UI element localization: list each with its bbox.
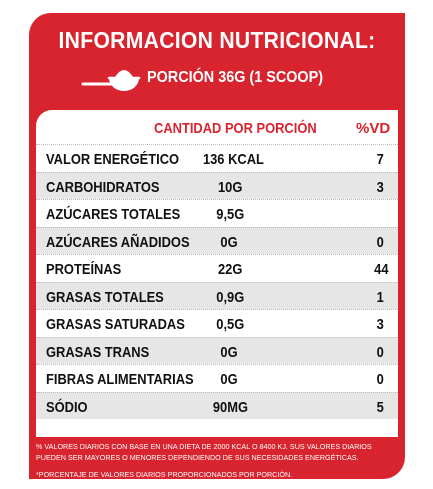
nutrient-vd: 1: [376, 288, 385, 306]
footnotes: % VALORES DIARIOS CON BASE EN UNA DIETA …: [36, 441, 386, 479]
nutrient-quantity: 0G: [220, 371, 239, 388]
portion-info: PORCIÓN 36G (1 SCOOP): [81, 65, 343, 91]
nutrient-name: PROTEÍNAS: [46, 261, 122, 278]
nutrient-vd: 5: [376, 398, 385, 416]
nutrient-name: GRASAS SATURADAS: [46, 316, 185, 333]
nutrient-quantity: 10G: [217, 178, 243, 196]
nutrient-name: SÓDIO: [46, 398, 88, 416]
table-row: GRASAS TOTALES 0,9G 1: [36, 281, 398, 309]
table-rows: VALOR ENERGÉTICO 136 KCAL 7 CARBOHIDRATOS 10…: [36, 144, 398, 419]
table-row: SÓDIO 90MG 5: [36, 391, 398, 419]
table-row: VALOR ENERGÉTICO 136 KCAL 7: [36, 144, 398, 172]
nutrient-vd: 3: [376, 178, 385, 196]
nutrition-table: CANTIDAD POR PORCIÓN %VD VALOR ENERGÉTIC…: [36, 110, 398, 437]
table-row: CARBOHIDRATOS 10G 3: [36, 171, 398, 199]
table-header: CANTIDAD POR PORCIÓN %VD: [36, 110, 398, 144]
scoop-bowl-icon: [81, 70, 141, 91]
nutrient-quantity: 90MG: [213, 398, 249, 416]
table-row: AZÚCARES TOTALES 9,5G: [36, 199, 398, 227]
nutrient-quantity: 9,5G: [216, 206, 245, 223]
nutrient-vd: 44: [373, 261, 389, 278]
nutrient-quantity: 0G: [220, 233, 239, 251]
nutrient-name: AZÚCARES TOTALES: [46, 206, 181, 223]
nutrient-quantity: 136 KCAL: [202, 151, 264, 168]
table-row: PROTEÍNAS 22G 44: [36, 254, 398, 282]
footnote-percentage: *PORCENTAJE DE VALORES DIARIOS PROPORCIO…: [36, 470, 293, 479]
nutrient-quantity: 22G: [217, 261, 243, 278]
nutrient-quantity: 0G: [220, 343, 239, 361]
nutrient-vd: 7: [376, 151, 385, 168]
header-vd: %VD: [356, 120, 391, 137]
nutrient-name: GRASAS TRANS: [46, 343, 150, 361]
nutrient-name: FIBRAS ALIMENTARIAS: [46, 371, 194, 388]
table-row: AZÚCARES AÑADIDOS 0G 0: [36, 226, 398, 254]
nutrient-name: GRASAS TOTALES: [46, 288, 164, 306]
nutrient-quantity: 0,9G: [216, 288, 245, 306]
nutrient-vd: 0: [376, 233, 385, 251]
table-row: GRASAS SATURADAS 0,5G 3: [36, 309, 398, 337]
nutrient-quantity: 0,5G: [216, 316, 245, 333]
nutrient-name: VALOR ENERGÉTICO: [46, 151, 180, 168]
table-row: GRASAS TRANS 0G 0: [36, 336, 398, 364]
footnote-daily-values: % VALORES DIARIOS CON BASE EN UNA DIETA …: [36, 442, 372, 462]
nutrient-name: AZÚCARES AÑADIDOS: [46, 233, 190, 251]
nutrition-label: INFORMACION NUTRICIONAL: PORCIÓN 36G (1 …: [29, 13, 405, 479]
label-title: INFORMACION NUTRICIONAL:: [58, 27, 376, 53]
header-quantity: CANTIDAD POR PORCIÓN: [154, 120, 317, 137]
nutrient-name: CARBOHIDRATOS: [46, 178, 160, 196]
portion-text: PORCIÓN 36G (1 SCOOP): [147, 69, 324, 86]
nutrient-vd: 0: [376, 343, 385, 361]
nutrient-vd: 0: [376, 371, 385, 388]
table-row: FIBRAS ALIMENTARIAS 0G 0: [36, 364, 398, 392]
nutrient-vd: 3: [376, 316, 385, 333]
